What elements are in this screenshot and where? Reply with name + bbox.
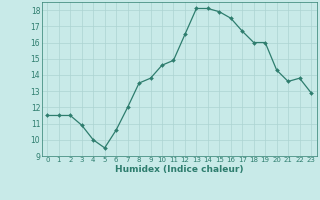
X-axis label: Humidex (Indice chaleur): Humidex (Indice chaleur) [115, 165, 244, 174]
